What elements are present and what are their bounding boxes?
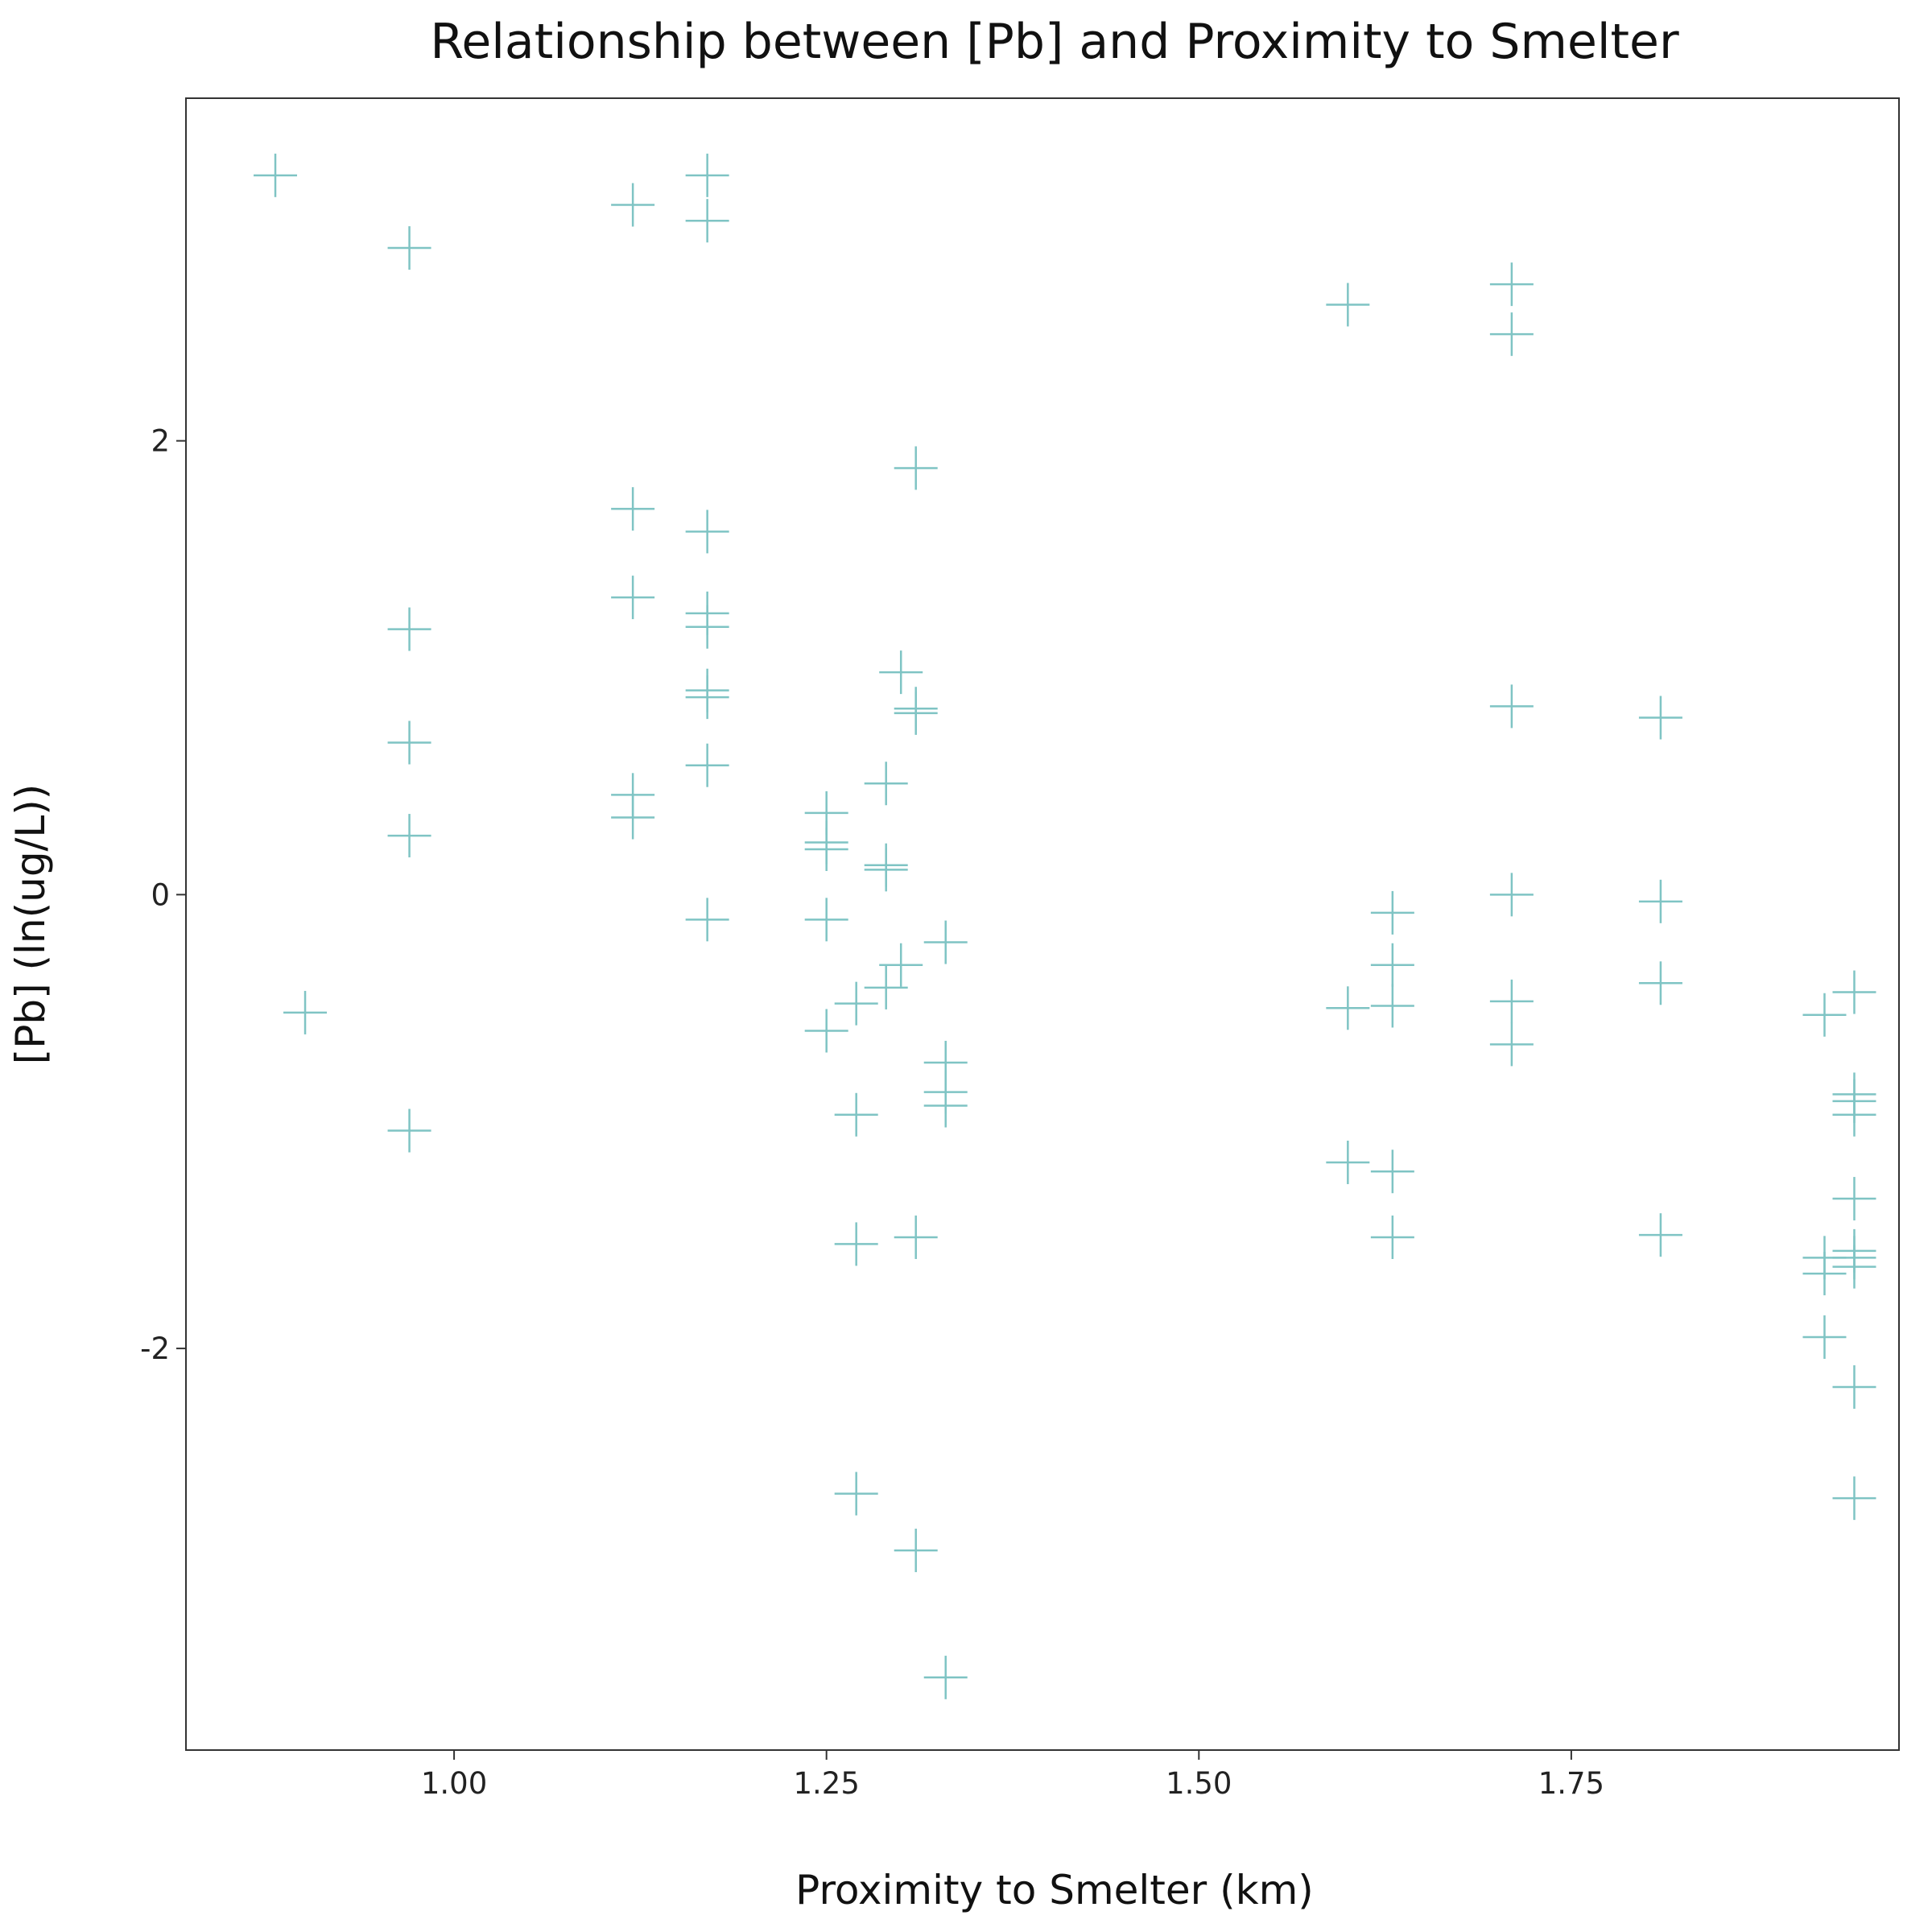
data-point (879, 650, 923, 695)
data-point (685, 510, 729, 554)
data-point (1638, 696, 1682, 740)
data-point (685, 675, 729, 720)
data-point (1802, 1252, 1847, 1296)
data-point (1638, 879, 1682, 923)
data-point (1370, 943, 1414, 987)
data-point (283, 990, 328, 1034)
data-point (1832, 1365, 1876, 1410)
chart-title: Relationship between [Pb] and Proximity … (430, 14, 1679, 70)
data-point (864, 762, 908, 806)
data-point (1489, 262, 1534, 307)
data-point (685, 898, 729, 942)
data-point (1638, 1213, 1682, 1257)
data-point (685, 153, 729, 197)
data-point (254, 153, 298, 197)
plot-panel (185, 97, 1900, 1751)
data-point (1832, 1092, 1876, 1137)
data-point (1489, 312, 1534, 357)
data-point (1832, 1476, 1876, 1521)
data-point (387, 814, 431, 858)
x-tick-label: 1.00 (421, 1766, 487, 1801)
data-point (387, 607, 431, 651)
data-point (834, 1092, 878, 1137)
data-point (834, 1222, 878, 1266)
data-point (834, 981, 878, 1026)
data-point (1326, 1140, 1370, 1184)
data-point (804, 827, 848, 871)
data-point (1802, 1315, 1847, 1359)
y-tick-label: -2 (140, 1331, 170, 1366)
x-tick-label: 1.50 (1166, 1766, 1232, 1801)
data-point (1370, 984, 1414, 1028)
data-point (387, 720, 431, 765)
data-point (611, 487, 655, 531)
data-point (864, 848, 908, 892)
data-point (879, 943, 923, 987)
data-point (1832, 970, 1876, 1014)
data-point (611, 576, 655, 620)
data-point (1370, 890, 1414, 935)
data-point (804, 898, 848, 942)
data-point (894, 1528, 938, 1572)
data-point (1326, 283, 1370, 327)
data-point (1832, 1245, 1876, 1289)
data-point (1832, 1177, 1876, 1221)
data-point (1638, 961, 1682, 1005)
y-axis-title: [Pb] (ln(ug/L)) (7, 784, 54, 1065)
data-point (804, 1009, 848, 1053)
data-point (1489, 1022, 1534, 1067)
data-point (1489, 873, 1534, 917)
data-point (611, 183, 655, 227)
data-point (894, 446, 938, 490)
x-axis: 1.00 1.25 1.50 1.75 (421, 1750, 1604, 1801)
x-tick-label: 1.75 (1538, 1766, 1604, 1801)
data-point (894, 1215, 938, 1259)
data-point (1326, 986, 1370, 1030)
data-point (834, 1472, 878, 1516)
x-tick-label: 1.25 (793, 1766, 859, 1801)
data-point (864, 965, 908, 1009)
data-point (1489, 684, 1534, 729)
data-point (1489, 979, 1534, 1023)
data-point (685, 199, 729, 243)
y-axis: -2 0 2 (140, 424, 186, 1366)
x-axis-title: Proximity to Smelter (km) (795, 1867, 1314, 1913)
data-point (894, 691, 938, 735)
data-point (923, 920, 968, 964)
y-tick-label: 0 (151, 877, 170, 912)
data-point (387, 1108, 431, 1153)
data-point (611, 795, 655, 840)
data-point (685, 743, 729, 787)
y-tick-label: 2 (151, 424, 170, 459)
data-point (1802, 993, 1847, 1037)
data-point (387, 226, 431, 270)
data-point (923, 1084, 968, 1128)
data-point (1370, 1150, 1414, 1194)
data-point (685, 605, 729, 649)
data-point (1370, 1215, 1414, 1259)
points-layer (254, 153, 1876, 1699)
data-point (923, 1655, 968, 1699)
